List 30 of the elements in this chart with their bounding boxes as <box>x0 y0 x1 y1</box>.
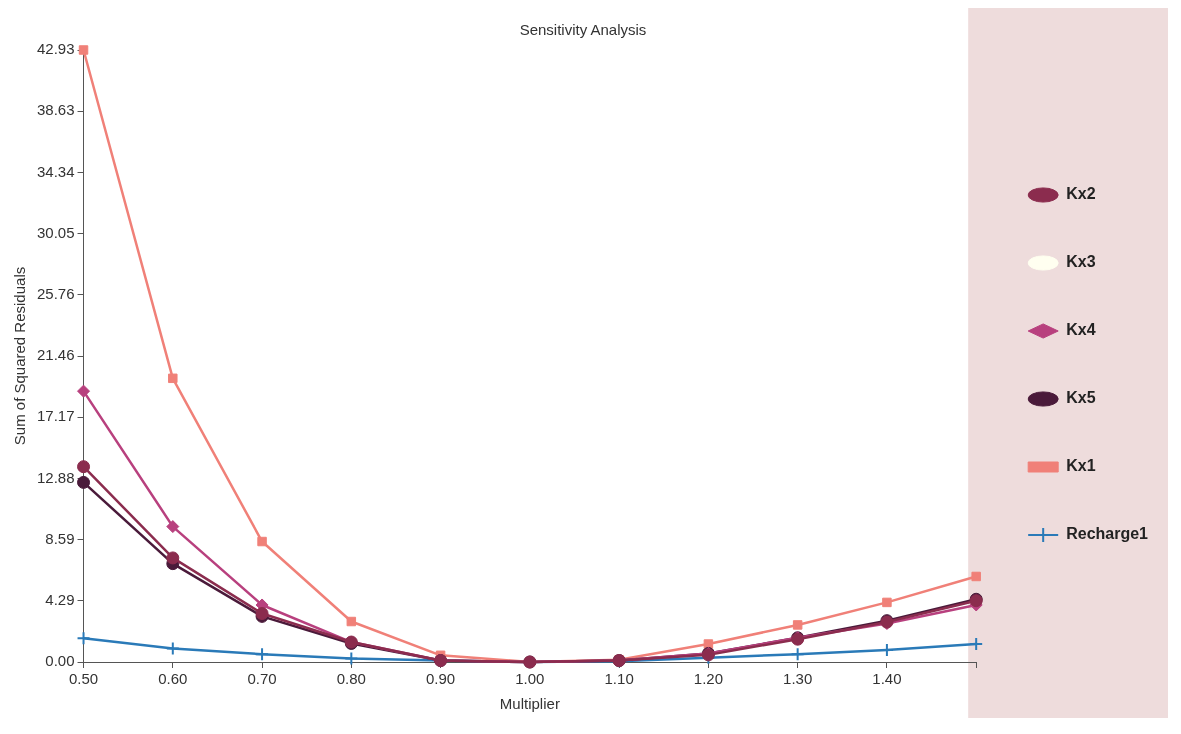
x-tick-label: 1.40 <box>872 670 902 688</box>
x-axis-title: Multiplier <box>499 695 560 713</box>
legend-label: Kx2 <box>1066 185 1096 203</box>
x-tick-label: 0.60 <box>158 670 188 688</box>
x-tick-label: 0.70 <box>247 670 277 688</box>
x-tick-label: 1.30 <box>783 670 813 688</box>
y-tick-label: 0.00 <box>45 652 75 670</box>
x-tick-label: 0.50 <box>68 670 99 688</box>
y-axis-title: Sum of Squared Residuals <box>11 266 29 446</box>
y-tick-label: 21.46 <box>36 346 75 364</box>
legend-label: Kx3 <box>1066 253 1096 271</box>
y-tick-label: 34.34 <box>36 162 75 180</box>
x-tick-label: 1.10 <box>604 670 634 688</box>
y-tick-label: 25.76 <box>36 284 75 302</box>
y-tick-label: 12.88 <box>36 468 75 486</box>
legend-label: Kx4 <box>1066 321 1096 339</box>
legend-label: Kx5 <box>1066 389 1096 407</box>
x-tick-label: 0.90 <box>425 670 456 688</box>
legend-label: Recharge1 <box>1066 525 1149 543</box>
chart-title: Sensitivity Analysis <box>519 21 647 39</box>
y-tick-label: 4.29 <box>45 590 75 608</box>
legend-label: Kx1 <box>1066 457 1096 475</box>
y-tick-label: 42.93 <box>36 40 75 58</box>
y-tick-label: 38.63 <box>36 101 75 119</box>
y-tick-label: 8.59 <box>45 529 75 547</box>
y-tick-label: 30.05 <box>36 223 75 241</box>
x-tick-label: 1.00 <box>515 670 545 688</box>
x-tick-label: 1.20 <box>693 670 723 688</box>
x-tick-label: 0.80 <box>336 670 366 688</box>
y-tick-label: 17.17 <box>36 407 75 425</box>
